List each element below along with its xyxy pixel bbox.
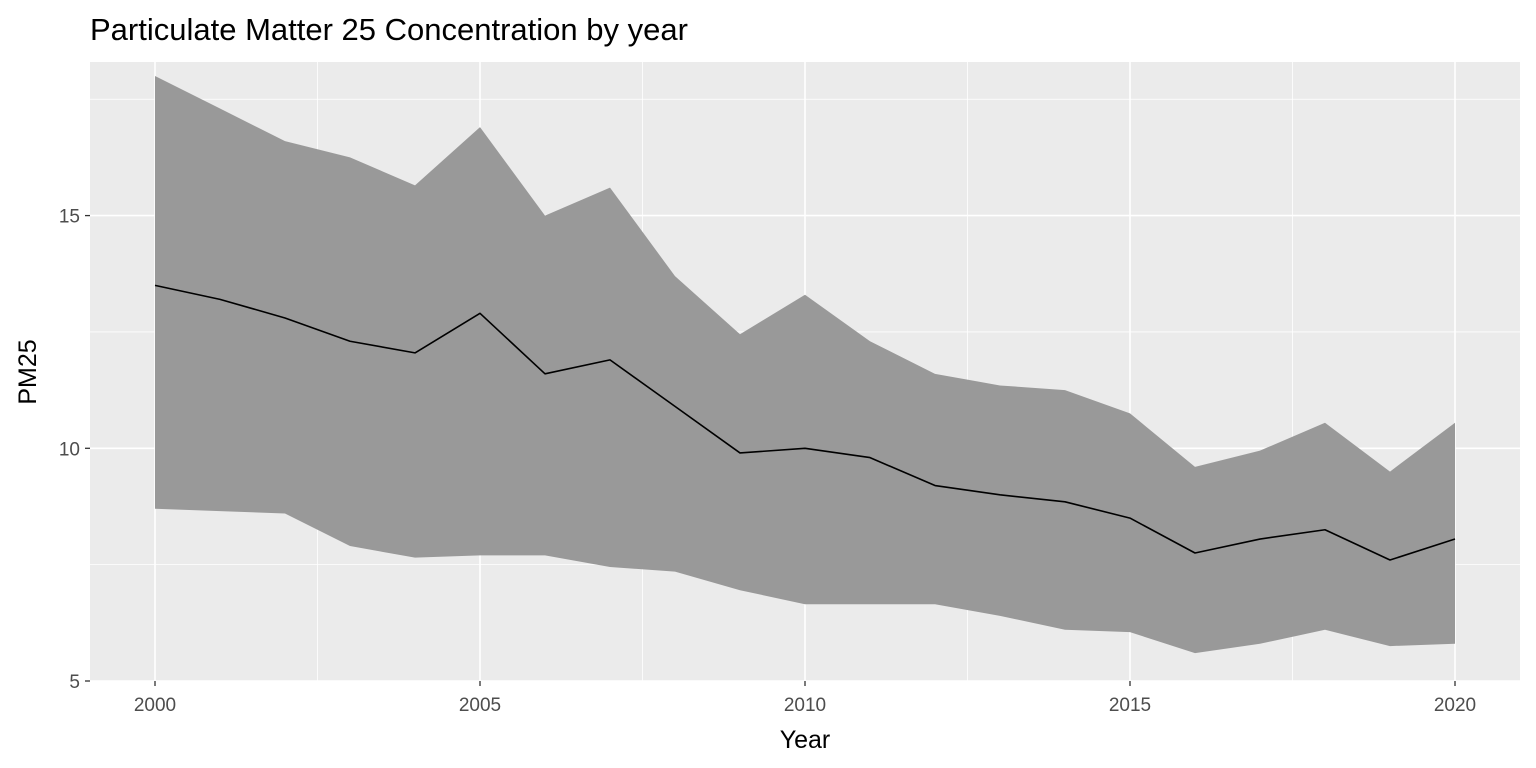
ribbon-layer — [155, 75, 1455, 654]
y-tick-label: 5 — [69, 672, 80, 693]
confidence-ribbon — [155, 75, 1455, 654]
x-tick-label: 2010 — [784, 695, 826, 716]
y-axis-title: PM25 — [14, 339, 42, 404]
chart-title: Particulate Matter 25 Concentration by y… — [90, 12, 688, 47]
x-tick-label: 2015 — [1109, 695, 1151, 716]
x-tick-label: 2000 — [134, 695, 176, 716]
y-tick-label: 15 — [59, 207, 80, 228]
x-tick-label: 2020 — [1434, 695, 1476, 716]
pm25-line — [154, 284, 1456, 561]
x-axis-title: Year — [780, 726, 831, 754]
y-axis: 5 10 15 — [59, 207, 90, 693]
line-layer — [154, 284, 1456, 561]
x-tick-label: 2005 — [459, 695, 501, 716]
x-axis: 2000 2005 2010 2015 2020 — [134, 681, 1476, 716]
y-tick-label: 10 — [59, 439, 80, 460]
